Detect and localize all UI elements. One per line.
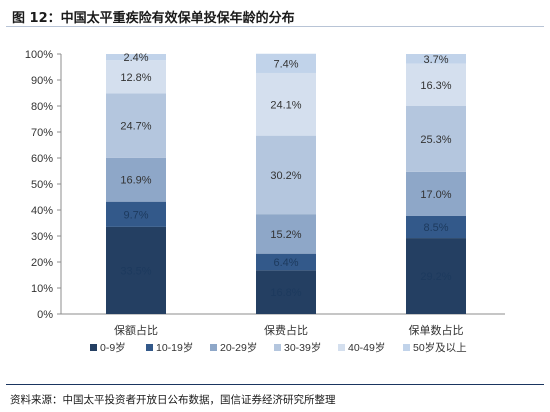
legend-label: 10-19岁 (156, 341, 193, 354)
data-label: 2.4% (123, 52, 148, 64)
bar-segment (256, 53, 316, 73)
bar-segment (406, 215, 466, 239)
data-label: 24.1% (270, 99, 301, 111)
chart-title: 图 12：中国太平重疾险有效保单投保年龄的分布 (12, 11, 295, 26)
bar-segment (406, 238, 466, 314)
data-label: 12.8% (120, 72, 151, 84)
bar-segment (406, 63, 466, 106)
y-tick-label: 70% (31, 127, 53, 139)
y-tick-label: 40% (31, 205, 53, 217)
y-tick-label: 20% (31, 257, 53, 269)
x-category-label: 保费占比 (264, 323, 308, 337)
data-label: 15.2% (270, 229, 301, 241)
data-label: 24.7% (120, 121, 151, 133)
data-label: 9.7% (123, 209, 148, 221)
y-tick-label: 100% (25, 49, 53, 61)
legend-swatch (274, 344, 281, 351)
bar-segment (106, 201, 166, 227)
bar-segment (406, 54, 466, 64)
legend-label: 30-39岁 (284, 341, 321, 354)
data-label: 33.5% (120, 265, 151, 277)
data-label: 8.5% (423, 222, 448, 234)
data-label: 16.3% (420, 80, 451, 92)
source-bar: 资料来源：中国太平投资者开放日公布数据，国信证券经济研究所整理 (6, 384, 544, 409)
y-tick-label: 80% (31, 101, 53, 113)
data-label: 17.0% (420, 189, 451, 201)
y-tick-label: 50% (31, 179, 53, 191)
title-bar: 图 12：中国太平重疾险有效保单投保年龄的分布 (6, 2, 544, 27)
bar-segment (106, 157, 166, 202)
legend-swatch (210, 344, 217, 351)
bar-segment (106, 226, 166, 314)
bar-segment (106, 93, 166, 158)
x-category-label: 保单数占比 (409, 323, 464, 337)
data-label: 3.7% (423, 54, 448, 66)
legend-label: 0-9岁 (100, 341, 126, 354)
data-label: 16.9% (120, 175, 151, 187)
data-label: 6.4% (273, 257, 298, 269)
legend-label: 40-49岁 (348, 341, 385, 354)
bar-segment (106, 54, 166, 61)
y-tick-label: 10% (31, 283, 53, 295)
legend-label: 20-29岁 (220, 341, 257, 354)
bar-segment (406, 106, 466, 172)
bar-segment (256, 214, 316, 254)
data-label: 25.3% (420, 134, 451, 146)
y-tick-label: 90% (31, 75, 53, 87)
bar-segment (106, 60, 166, 94)
bar-segment (256, 135, 316, 215)
y-tick-label: 30% (31, 231, 53, 243)
legend-label: 50岁及以上 (413, 341, 467, 354)
source-note: 资料来源：中国太平投资者开放日公布数据，国信证券经济研究所整理 (10, 394, 336, 406)
bar-segment (406, 171, 466, 216)
legend-swatch (403, 344, 410, 351)
y-tick-label: 60% (31, 153, 53, 165)
data-label: 16.8% (270, 287, 301, 299)
chart-area: 0% 10% 20% 30% 40% 50% 60% 70% 80% 90% 100% 33.5% 9.… (0, 30, 550, 380)
data-label: 7.4% (273, 58, 298, 70)
legend-swatch (90, 344, 97, 351)
data-label: 30.2% (270, 170, 301, 182)
stacked-bar-chart: 0% 10% 20% 30% 40% 50% 60% 70% 80% 90% 100% 33.5% 9.… (25, 49, 505, 354)
legend-swatch (146, 344, 153, 351)
bar-segment (256, 253, 316, 271)
y-tick-label: 0% (37, 309, 53, 321)
legend-swatch (338, 344, 345, 351)
bar-segment (256, 270, 316, 314)
bar-segment (256, 72, 316, 136)
data-label: 29.2% (420, 271, 451, 283)
x-category-label: 保额占比 (114, 323, 158, 337)
